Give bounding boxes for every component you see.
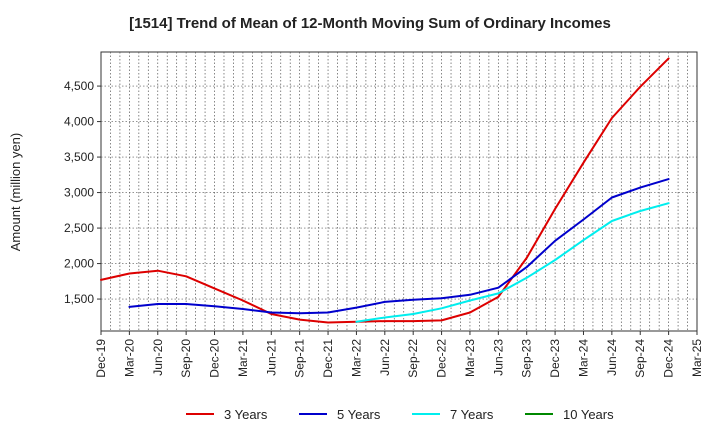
x-tick-label: Sep-20 bbox=[179, 339, 193, 378]
y-axis-label: Amount (million yen) bbox=[8, 133, 23, 252]
y-axis-ticks: 1,500 2,000 2,500 3,000 3,500 4,000 4,500 bbox=[64, 79, 101, 306]
x-tick-label: Jun-24 bbox=[605, 339, 619, 376]
x-tick-label: Dec-19 bbox=[94, 339, 108, 378]
x-tick-label: Mar-20 bbox=[122, 339, 136, 377]
x-tick-label: Mar-25 bbox=[690, 339, 704, 377]
legend-label-7-years: 7 Years bbox=[450, 407, 494, 422]
x-tick-label: Jun-21 bbox=[264, 339, 278, 376]
x-tick-label: Dec-21 bbox=[321, 339, 335, 378]
x-tick-label: Dec-22 bbox=[435, 339, 449, 378]
y-tick-label: 4,500 bbox=[64, 79, 94, 93]
series-lines bbox=[100, 57, 670, 324]
series-line-7-years bbox=[355, 202, 670, 323]
x-tick-label: Dec-23 bbox=[548, 339, 562, 378]
y-tick-label: 4,000 bbox=[64, 115, 94, 129]
x-tick-label: Sep-23 bbox=[520, 339, 534, 378]
plot-frame bbox=[100, 51, 698, 332]
plot-area bbox=[100, 51, 698, 332]
x-tick-label: Mar-24 bbox=[577, 339, 591, 377]
series-line-5-years bbox=[128, 178, 670, 315]
x-tick-label: Sep-21 bbox=[293, 339, 307, 378]
x-tick-label: Jun-23 bbox=[491, 339, 505, 376]
y-tick-label: 2,500 bbox=[64, 221, 94, 235]
y-tick-label: 3,000 bbox=[64, 186, 94, 200]
y-tick-label: 2,000 bbox=[64, 257, 94, 271]
y-tick-label: 3,500 bbox=[64, 150, 94, 164]
x-tick-label: Jun-20 bbox=[151, 339, 165, 376]
x-tick-label: Mar-21 bbox=[236, 339, 250, 377]
x-axis-ticks: Dec-19 Mar-20 Jun-20 Sep-20 Dec-20 Mar-21 Jun-… bbox=[94, 331, 704, 378]
x-tick-label: Dec-20 bbox=[208, 339, 222, 378]
legend-label-3-years: 3 Years bbox=[224, 407, 268, 422]
series-line-3-years bbox=[100, 57, 670, 324]
x-tick-label: Sep-24 bbox=[633, 339, 647, 378]
chart-title: [1514] Trend of Mean of 12-Month Moving … bbox=[129, 15, 611, 32]
x-tick-label: Mar-23 bbox=[463, 339, 477, 377]
x-tick-label: Mar-22 bbox=[349, 339, 363, 377]
y-tick-label: 1,500 bbox=[64, 292, 94, 306]
legend: 3 Years 5 Years 7 Years 10 Years bbox=[186, 407, 614, 422]
x-tick-label: Dec-24 bbox=[662, 339, 676, 378]
grid-lines bbox=[101, 52, 697, 331]
x-tick-label: Jun-22 bbox=[378, 339, 392, 376]
x-tick-label: Sep-22 bbox=[406, 339, 420, 378]
legend-label-5-years: 5 Years bbox=[337, 407, 381, 422]
legend-label-10-years: 10 Years bbox=[563, 407, 614, 422]
